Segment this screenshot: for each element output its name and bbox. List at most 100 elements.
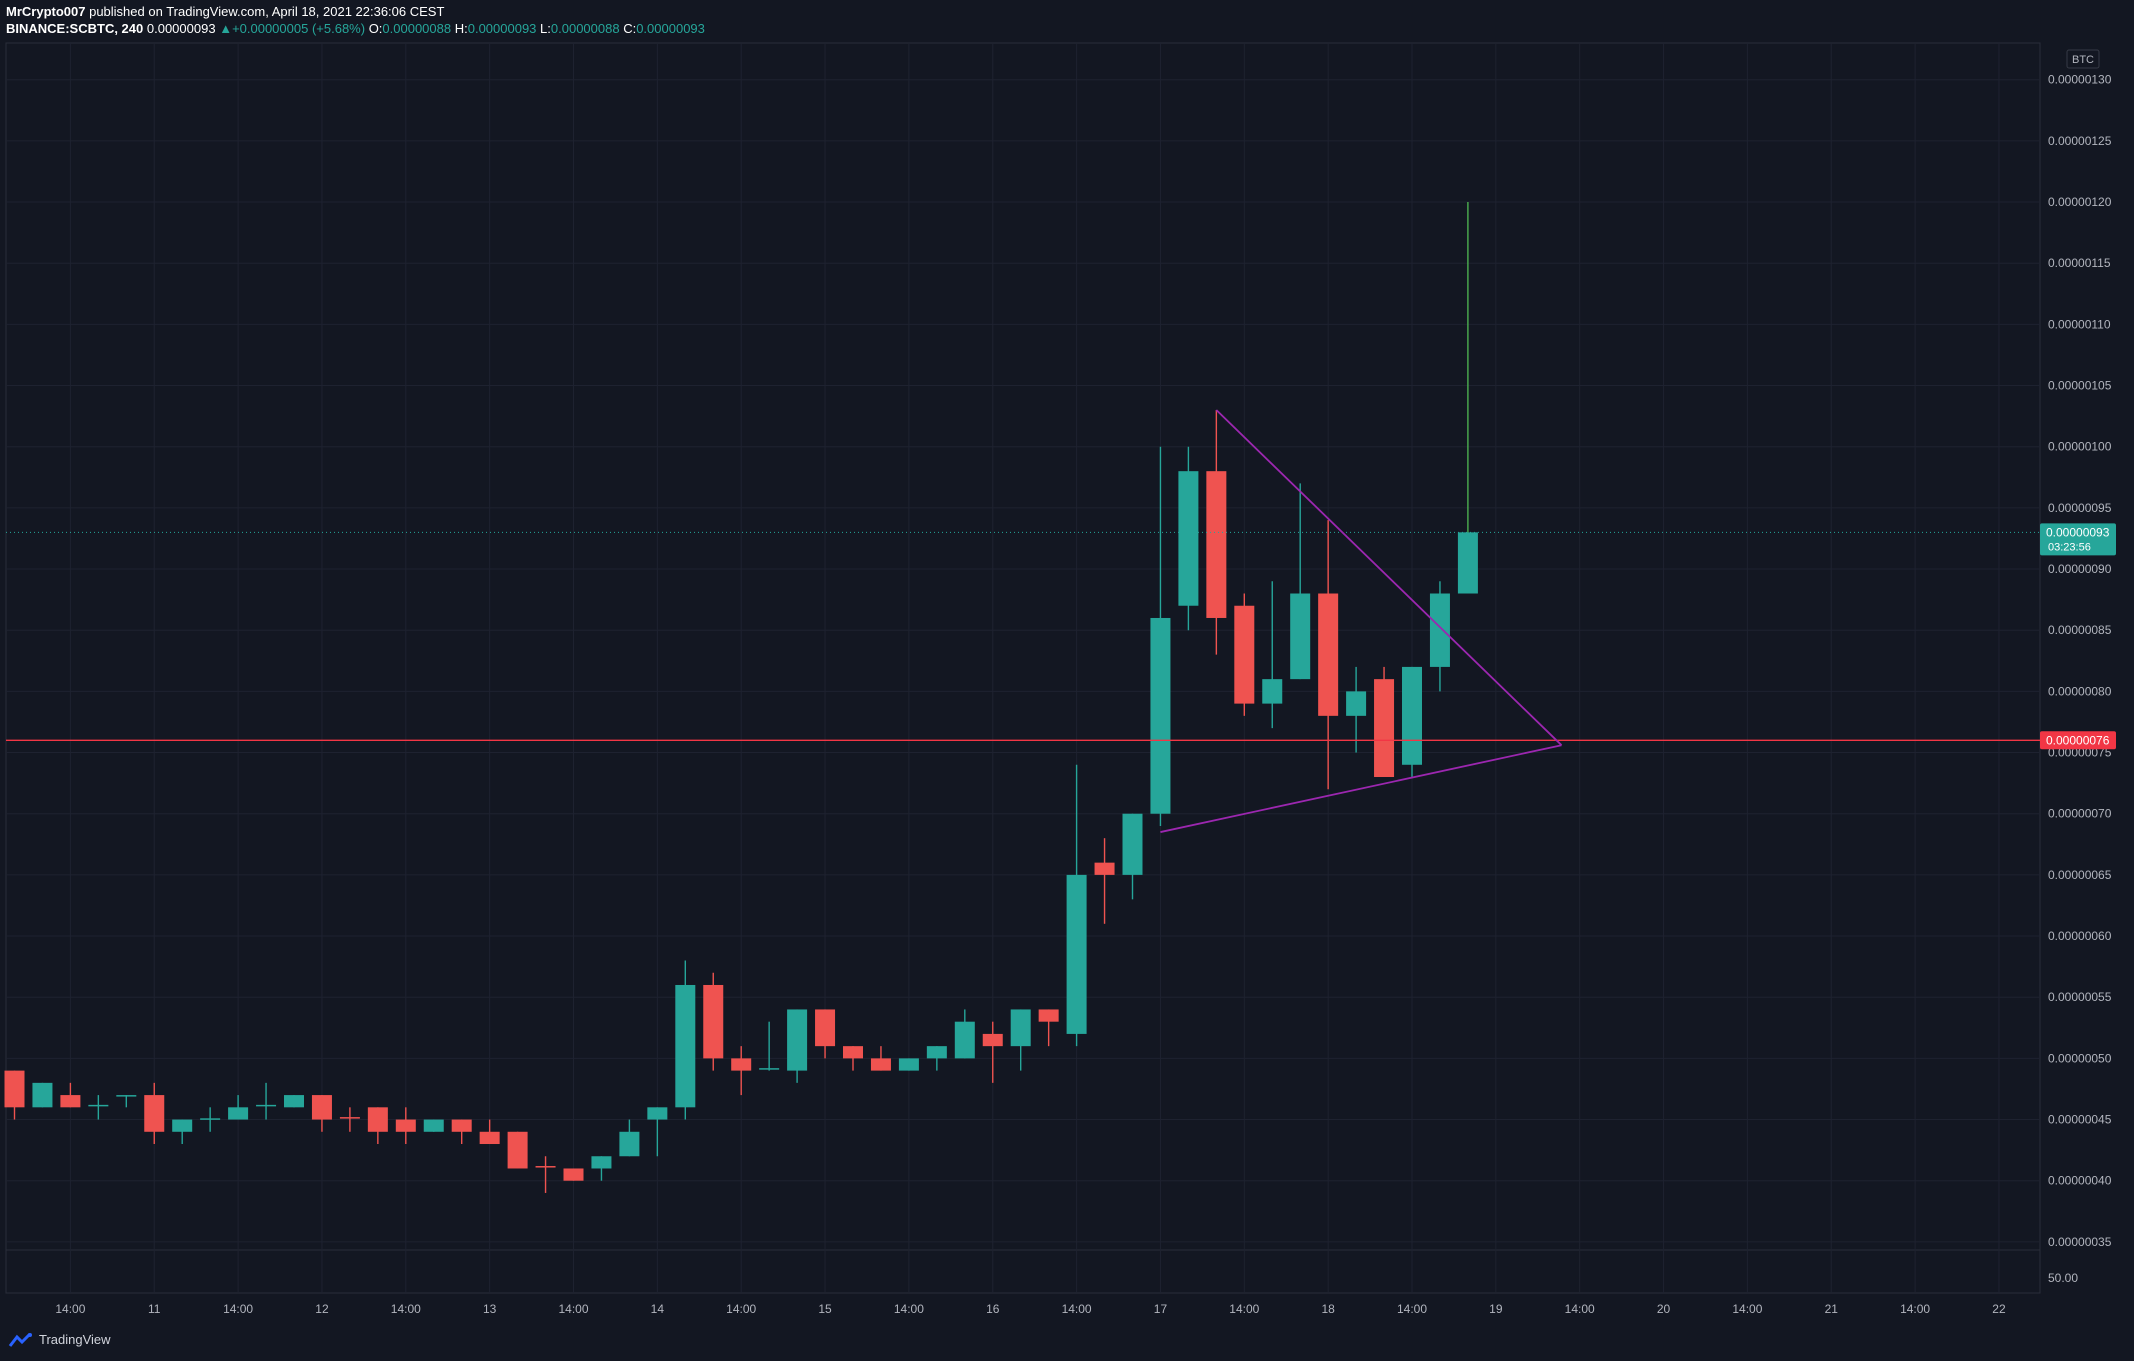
x-tick-label: 14:00 — [558, 1302, 588, 1316]
candle — [703, 972, 724, 1071]
open-label: O: — [368, 21, 383, 36]
ohlc-line: BINANCE:SCBTC, 240 0.00000093 ▲+0.000000… — [6, 20, 705, 37]
candle — [647, 1107, 668, 1157]
candle-body — [451, 1119, 472, 1132]
candle-body — [1346, 691, 1367, 716]
candle-body — [982, 1033, 1003, 1047]
x-tick-label: 15 — [818, 1302, 832, 1316]
candle — [1262, 581, 1283, 729]
tradingview-logo-icon — [8, 1332, 32, 1347]
candle-body — [1122, 813, 1143, 875]
last-price-tag-label: 0.00000093 — [2046, 525, 2110, 539]
y-tick-label: 0.00000115 — [2048, 256, 2111, 270]
x-tick-label: 21 — [1825, 1302, 1839, 1316]
y-tick-label: 0.00000100 — [2048, 440, 2112, 454]
overlays — [6, 409, 2040, 833]
candle — [1038, 1009, 1059, 1047]
candle-body — [116, 1095, 137, 1097]
candle-body — [1038, 1009, 1059, 1022]
candle — [228, 1095, 249, 1120]
y-tick-label: 0.00000050 — [2048, 1051, 2112, 1065]
candle — [675, 960, 696, 1120]
candle — [339, 1107, 360, 1132]
candle-body — [60, 1095, 81, 1108]
candle-body — [200, 1118, 221, 1120]
axes: 0.00000130 0.00000125 0.00000120 0.00000115… — [55, 49, 2116, 1316]
x-tick-label: 14:00 — [1732, 1302, 1762, 1316]
x-tick-label: 17 — [1154, 1302, 1168, 1316]
candle — [591, 1156, 612, 1181]
candle-body — [32, 1082, 53, 1108]
candle — [787, 1009, 808, 1083]
volume-axis-label: 50.00 — [2048, 1271, 2078, 1285]
candle-body — [563, 1168, 584, 1181]
candle — [1206, 410, 1227, 655]
candle-body — [395, 1119, 416, 1132]
triangle-upper-line — [1215, 409, 1563, 746]
y-tick-label: 0.00000040 — [2048, 1174, 2112, 1188]
candle-body — [339, 1117, 360, 1119]
x-tick-label: 14:00 — [1900, 1302, 1930, 1316]
candle-body — [228, 1107, 249, 1120]
candle-body — [731, 1058, 752, 1071]
candle — [172, 1119, 193, 1145]
candle-body — [1066, 874, 1087, 1034]
candle-body — [423, 1119, 444, 1132]
publish-info: published on TradingView.com, April 18, … — [89, 4, 445, 19]
candle — [4, 1070, 25, 1120]
y-tick-label: 0.00000120 — [2048, 195, 2112, 209]
candle — [759, 1021, 780, 1071]
symbol-label[interactable]: BINANCE:SCBTC, 240 — [6, 21, 144, 36]
candle — [479, 1119, 500, 1145]
x-tick-label: 18 — [1321, 1302, 1335, 1316]
close-label: C: — [623, 21, 637, 36]
candle-body — [507, 1131, 528, 1169]
candle-body — [311, 1095, 332, 1120]
candle — [32, 1082, 53, 1108]
countdown-label: 03:23:56 — [2048, 541, 2091, 553]
x-tick-label: 20 — [1657, 1302, 1671, 1316]
tradingview-logo[interactable]: TradingView — [8, 1332, 111, 1347]
candle-body — [1010, 1009, 1031, 1047]
candle-body — [1318, 593, 1339, 716]
candle — [60, 1082, 81, 1108]
candles — [4, 202, 1478, 1193]
candle-body — [1234, 605, 1255, 704]
candle — [982, 1021, 1003, 1083]
candle-body — [1262, 679, 1283, 704]
candle — [451, 1119, 472, 1145]
candle-body — [954, 1021, 975, 1059]
candle-body — [1290, 593, 1311, 680]
candle-body — [787, 1009, 808, 1071]
candle — [954, 1009, 975, 1059]
candle — [1374, 666, 1395, 778]
y-tick-label: 0.00000105 — [2048, 379, 2112, 393]
y-tick-label: 0.00000070 — [2048, 807, 2112, 821]
candle — [1346, 666, 1367, 753]
candle-body — [1094, 862, 1115, 875]
candle — [1150, 446, 1171, 826]
x-tick-label: 11 — [148, 1302, 161, 1316]
candle — [731, 1046, 752, 1096]
candle-body — [870, 1058, 891, 1071]
candle — [311, 1095, 332, 1132]
candle — [843, 1046, 863, 1071]
candle-body — [759, 1068, 780, 1070]
candle — [116, 1095, 137, 1108]
y-tick-label: 0.00000130 — [2048, 73, 2112, 87]
author-name[interactable]: MrCrypto007 — [6, 4, 86, 19]
candle-body — [1178, 471, 1199, 606]
change-arrow-icon: ▲ — [219, 21, 233, 36]
y-tick-label: 0.00000080 — [2048, 684, 2112, 698]
candle-body — [367, 1107, 388, 1132]
y-tick-label: 0.00000085 — [2048, 623, 2112, 637]
y-tick-label: 0.00000035 — [2048, 1235, 2112, 1249]
candle — [535, 1156, 556, 1193]
candle-body — [843, 1046, 863, 1059]
candle — [507, 1131, 528, 1169]
candle-body — [4, 1070, 25, 1108]
candle-body — [675, 984, 696, 1108]
x-tick-label: 14:00 — [1062, 1302, 1092, 1316]
currency-box — [2066, 49, 2100, 69]
